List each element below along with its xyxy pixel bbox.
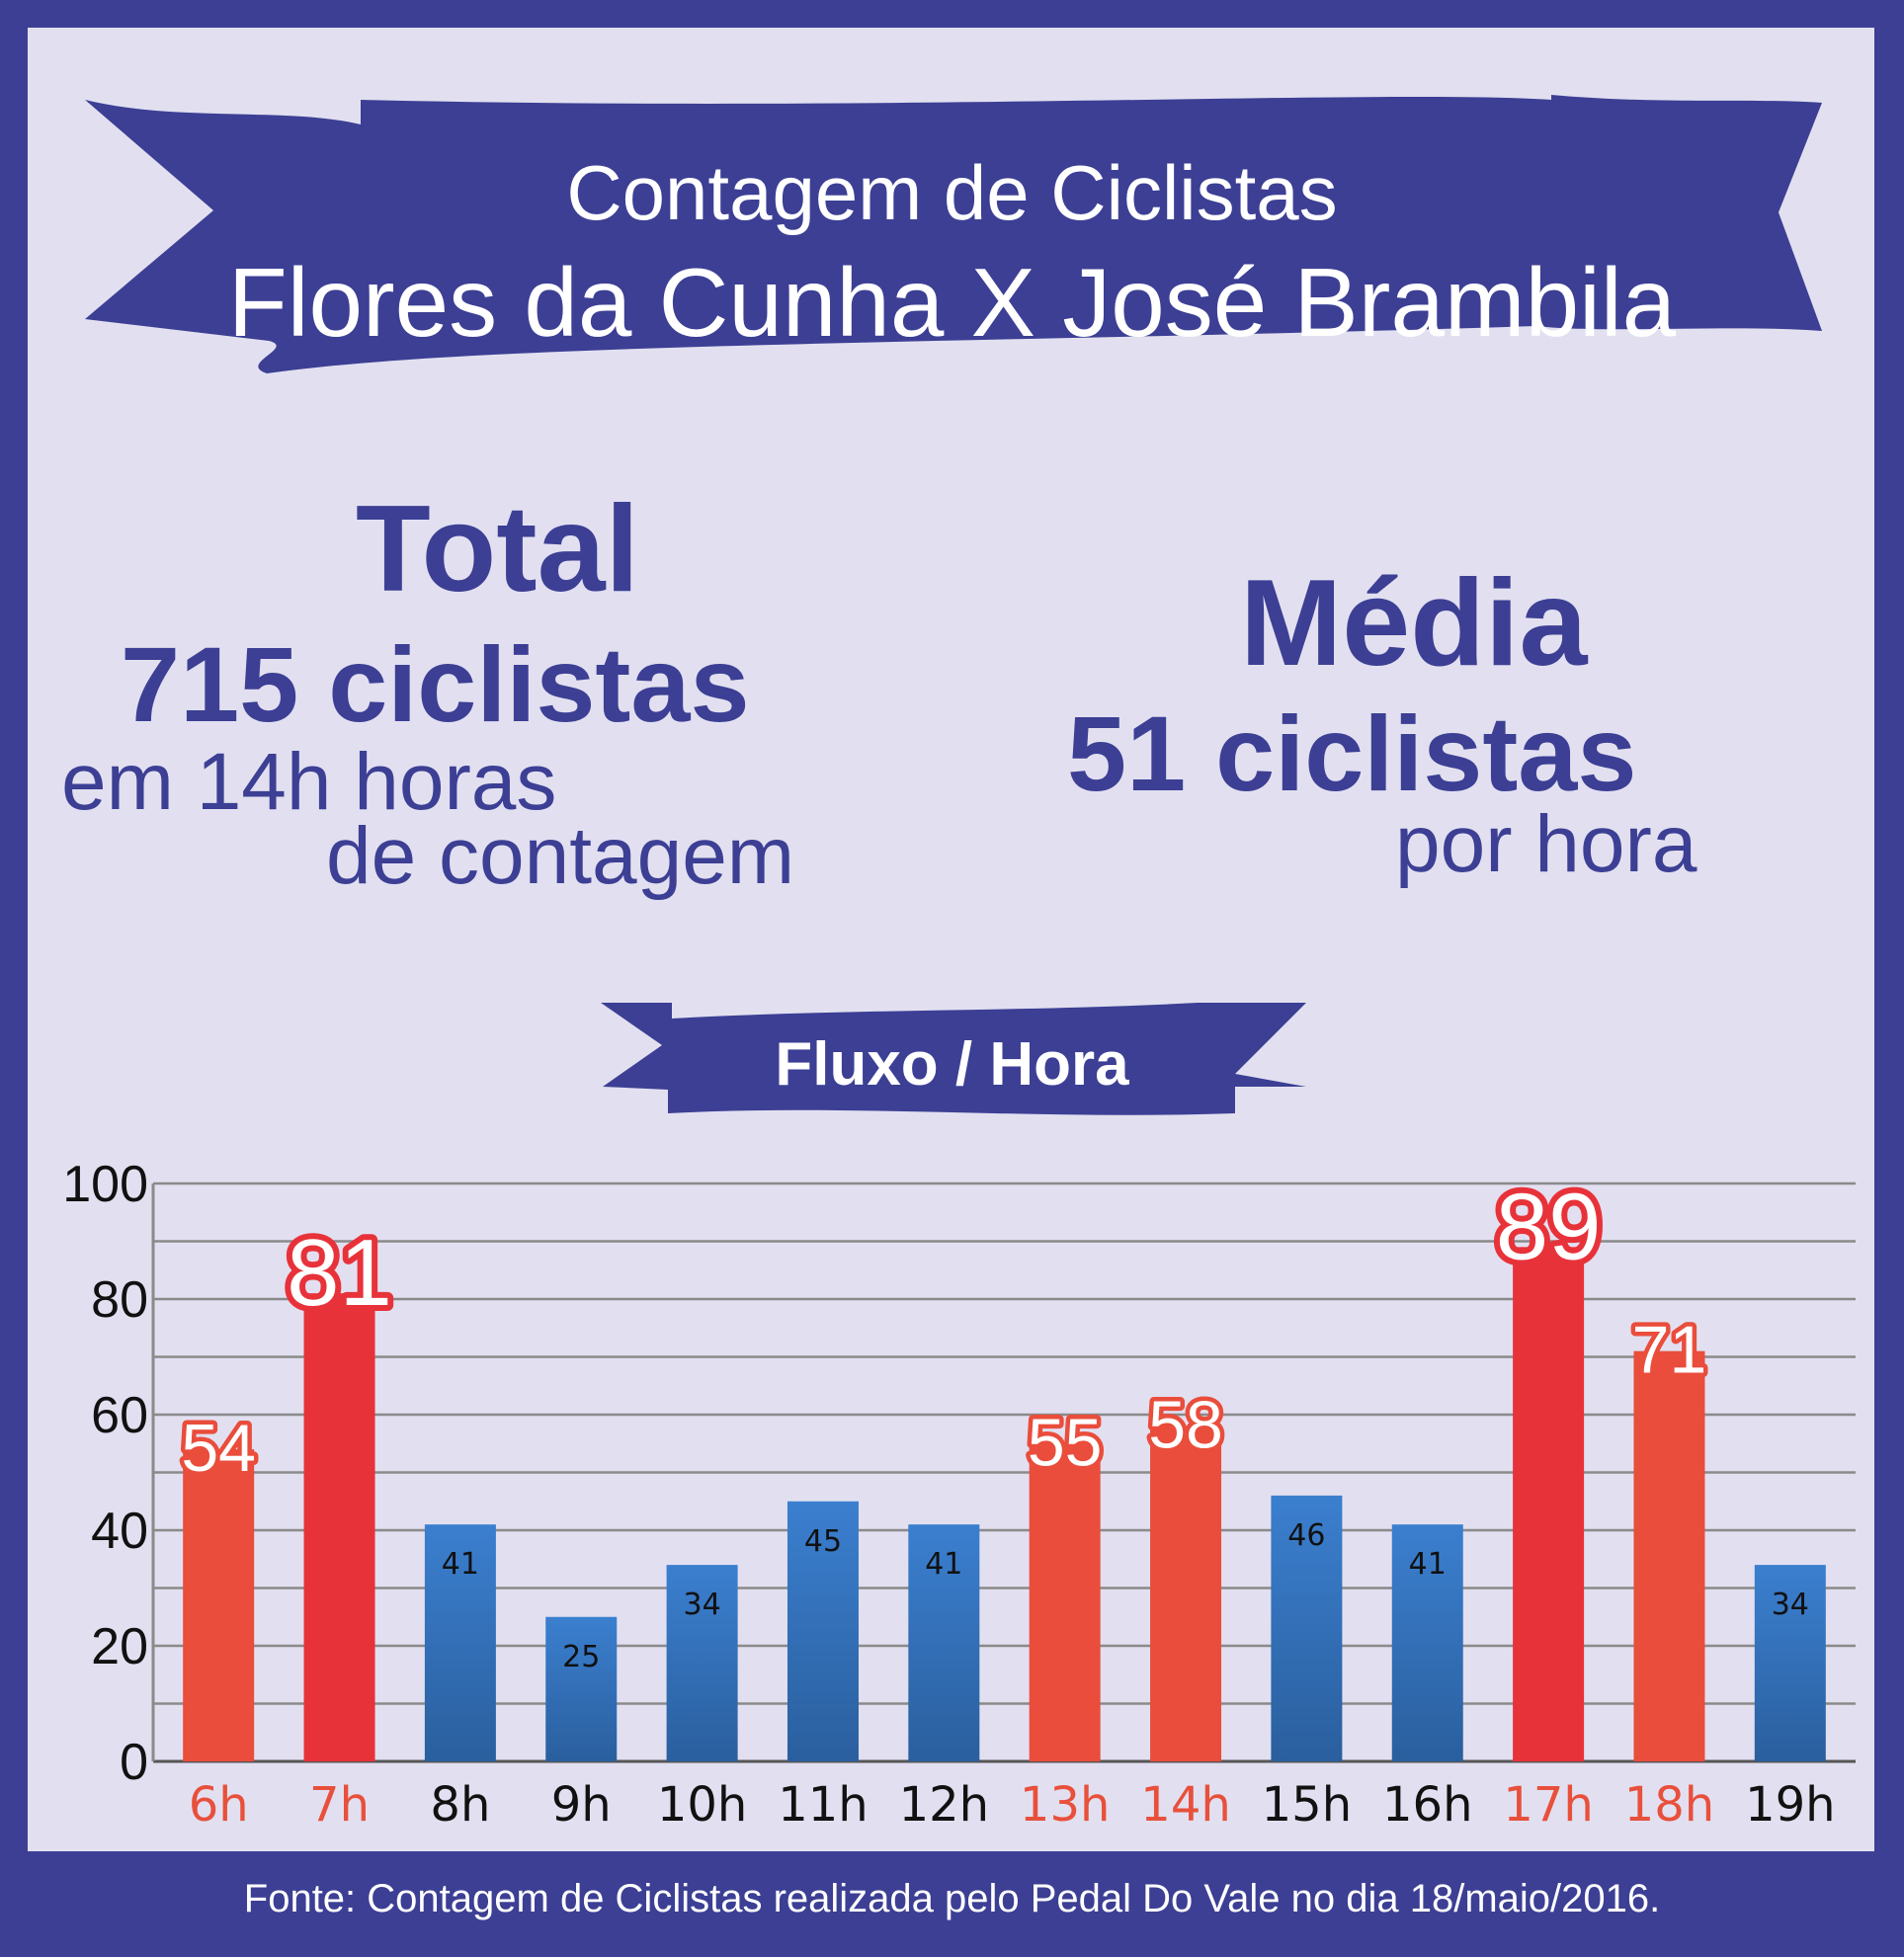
x-axis-ticks: 6h 7h 8h 9h 10h 11h 12h 13h 14h 15h 16h 17h 18h 19h (189, 1777, 1836, 1833)
data-label: 58 (1148, 1388, 1223, 1463)
data-labels: 54 81 41 25 34 45 41 55 58 46 41 89 71 34 (177, 1168, 1809, 1674)
x-tick-label: 7h (309, 1777, 370, 1833)
data-label: 25 (562, 1640, 600, 1674)
data-label: 71 (1632, 1313, 1707, 1388)
y-tick-label: 60 (91, 1387, 148, 1444)
title-line-1: Contagem de Ciclistas (566, 149, 1338, 236)
data-label: 46 (1287, 1518, 1325, 1553)
data-label: 45 (804, 1524, 842, 1559)
x-tick-label: 11h (778, 1777, 869, 1833)
data-label: 34 (684, 1588, 721, 1622)
data-label: 55 (1028, 1405, 1103, 1480)
data-label: 41 (442, 1547, 479, 1582)
data-label: 89 (1496, 1174, 1602, 1279)
total-subtitle-2: de contagem (326, 811, 795, 901)
data-label: 34 (1772, 1588, 1809, 1622)
bar (1754, 1565, 1826, 1761)
data-label: 81 (287, 1220, 392, 1326)
total-value: 715 ciclistas (121, 624, 750, 744)
bar (1391, 1524, 1463, 1761)
average-subtitle: por hora (1395, 799, 1697, 889)
bar (183, 1449, 255, 1761)
x-tick-label: 19h (1745, 1777, 1836, 1833)
source-footer: Fonte: Contagem de Ciclistas realizada p… (243, 1877, 1661, 1920)
bar (424, 1524, 496, 1761)
average-label: Média (1240, 555, 1588, 692)
x-tick-label: 10h (657, 1777, 748, 1833)
bar (1513, 1247, 1585, 1761)
y-tick-label: 100 (62, 1156, 148, 1213)
total-label: Total (356, 481, 639, 617)
x-tick-label: 14h (1140, 1777, 1231, 1833)
data-label: 41 (925, 1547, 962, 1582)
title-ribbon (85, 95, 1822, 373)
average-value: 51 ciclistas (1067, 693, 1637, 813)
y-tick-label: 0 (120, 1734, 148, 1791)
data-label: 54 (181, 1411, 256, 1486)
bars (183, 1247, 1826, 1761)
x-tick-label: 16h (1382, 1777, 1473, 1833)
bar (786, 1501, 859, 1761)
bar (1150, 1426, 1222, 1761)
y-tick-label: 20 (91, 1618, 148, 1675)
x-tick-label: 9h (551, 1777, 612, 1833)
chart-title: Fluxo / Hora (775, 1030, 1129, 1099)
bar (1633, 1350, 1705, 1761)
total-subtitle-1: em 14h horas (61, 737, 557, 827)
title-line-2: Flores da Cunha X José Brambila (227, 248, 1677, 357)
bar (1271, 1495, 1343, 1761)
x-tick-label: 12h (899, 1777, 990, 1833)
y-tick-label: 80 (91, 1271, 148, 1329)
bar (545, 1616, 618, 1761)
data-label: 41 (1409, 1547, 1447, 1582)
bar (666, 1565, 738, 1761)
bar (1029, 1443, 1101, 1761)
chart-title-ribbon (601, 1003, 1306, 1115)
x-tick-label: 18h (1624, 1777, 1715, 1833)
x-tick-label: 17h (1503, 1777, 1594, 1833)
x-tick-label: 13h (1020, 1777, 1111, 1833)
x-tick-label: 6h (189, 1777, 249, 1833)
x-tick-label: 8h (430, 1777, 490, 1833)
bar (303, 1293, 375, 1761)
y-axis-ticks: 0 20 40 60 80 100 (62, 1156, 148, 1791)
y-tick-label: 40 (91, 1503, 148, 1560)
x-tick-label: 15h (1262, 1777, 1353, 1833)
bar (908, 1524, 980, 1761)
